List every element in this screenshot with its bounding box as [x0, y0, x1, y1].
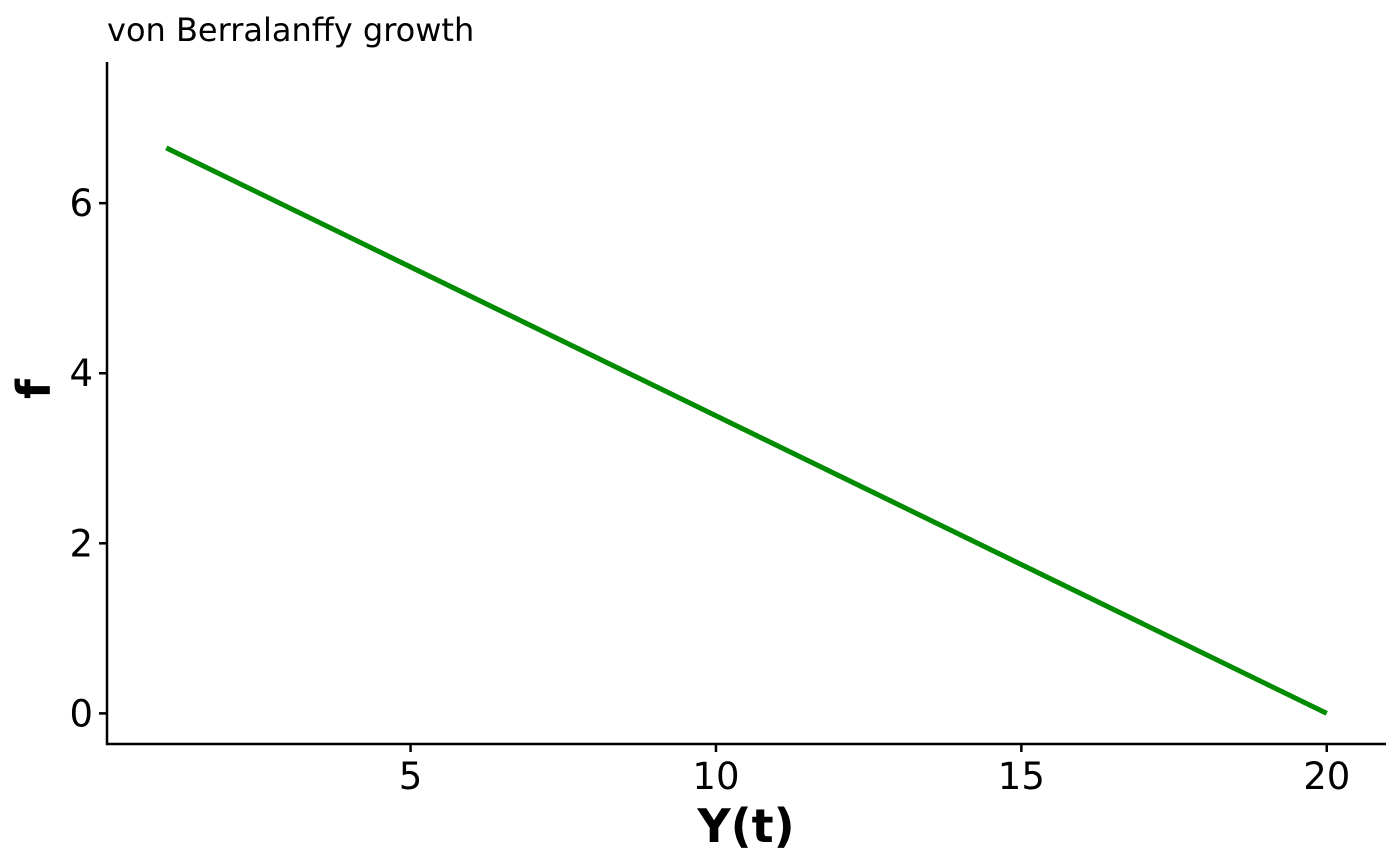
series-layer: [165, 145, 1328, 716]
y-tick-label: 6: [69, 182, 93, 225]
y-tick-label: 0: [69, 692, 93, 735]
chart-title: von Berralanffy growth: [107, 11, 474, 49]
x-tick-label: 20: [1303, 755, 1350, 798]
x-tick-label: 10: [692, 755, 739, 798]
plot-area: 5 10 15 20 0 2 4 6: [69, 62, 1386, 798]
y-axis-title: f: [7, 378, 61, 399]
x-axis-ticks: 5 10 15 20: [399, 744, 1350, 798]
series-line: [165, 145, 1328, 716]
x-tick-label: 15: [998, 755, 1045, 798]
x-axis-title: Y(t): [696, 799, 794, 853]
y-axis-ticks: 0 2 4 6: [69, 182, 107, 735]
y-tick-label: 4: [69, 352, 93, 395]
x-tick-label: 5: [399, 755, 423, 798]
y-tick-label: 2: [69, 522, 93, 565]
